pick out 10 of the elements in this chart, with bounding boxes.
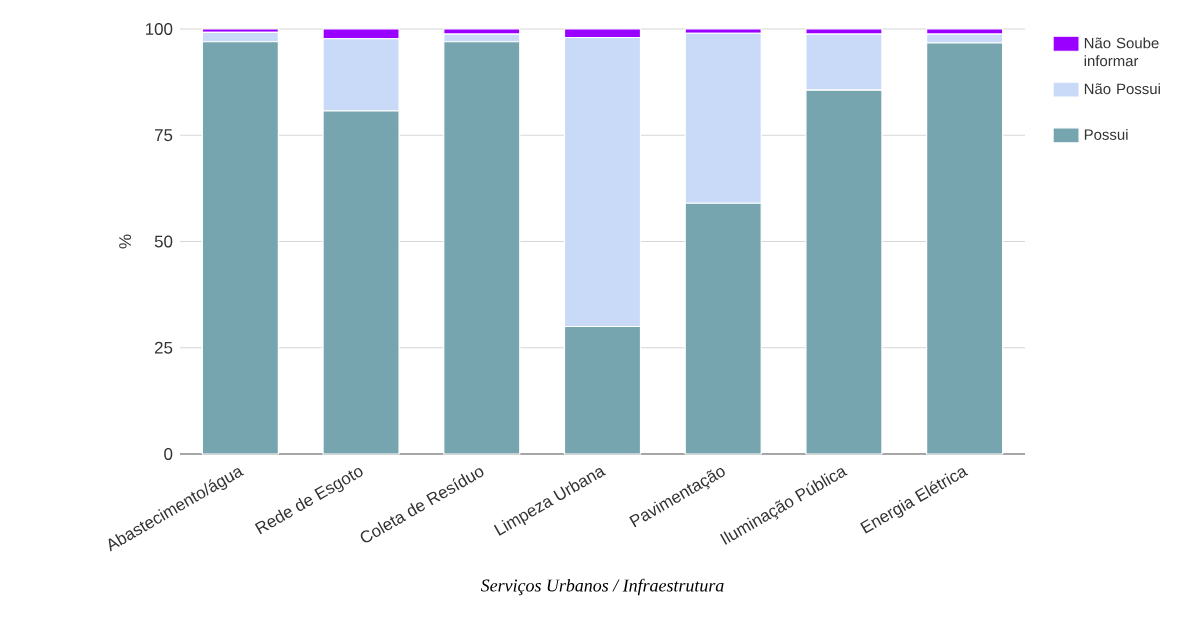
legend-label: Não Soube informar [1084,37,1159,67]
y-tick-label: 75 [155,129,173,142]
legend-label: Não Possui [1084,83,1160,95]
legend-label: Possui [1084,128,1128,140]
y-tick-label: 0 [164,448,173,460]
y-tick-label: 100 [145,23,173,35]
x-axis-title: Serviços Urbanos / Infraestrutura [480,578,724,596]
y-axis-title: % [119,234,132,249]
y-tick-label: 50 [154,235,173,248]
y-tick-label: 25 [154,341,173,354]
